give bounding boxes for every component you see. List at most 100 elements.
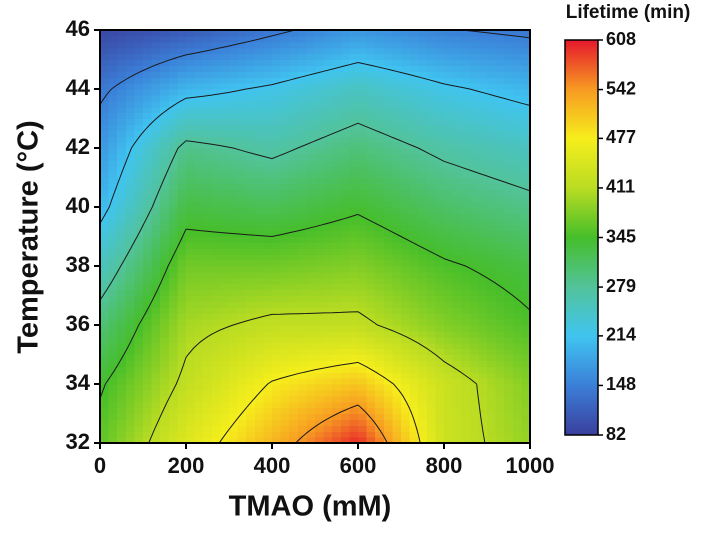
contour-cell	[134, 384, 144, 391]
contour-cell	[186, 407, 196, 415]
contour-cell	[203, 389, 213, 397]
contour-cell	[203, 124, 213, 131]
contour-cell	[349, 389, 359, 397]
contour-cell	[143, 378, 153, 385]
contour-cell	[194, 366, 204, 373]
contour-cell	[125, 236, 135, 243]
contour-cell	[289, 118, 299, 125]
contour-cell	[117, 342, 127, 350]
contour-cell	[512, 100, 522, 108]
contour-cell	[168, 330, 178, 338]
contour-cell	[401, 401, 411, 409]
contour-cell	[323, 100, 333, 108]
contour-cell	[125, 336, 135, 344]
contour-cell	[134, 407, 144, 415]
contour-cell	[237, 295, 247, 302]
contour-cell	[297, 289, 307, 297]
contour-cell	[143, 47, 153, 55]
contour-cell	[444, 148, 454, 155]
contour-cell	[487, 378, 497, 385]
contour-cell	[366, 313, 376, 320]
contour-cell	[160, 425, 170, 432]
contour-cell	[125, 106, 135, 114]
contour-cell	[125, 413, 135, 420]
contour-cell	[254, 425, 264, 432]
contour-cell	[358, 336, 368, 344]
contour-cell	[461, 248, 471, 255]
contour-cell	[495, 142, 505, 149]
contour-cell	[117, 89, 127, 96]
contour-cell	[521, 236, 531, 243]
contour-cell	[246, 83, 256, 90]
contour-cell	[426, 142, 436, 149]
contour-cell	[134, 142, 144, 149]
contour-cell	[409, 313, 419, 320]
contour-cell	[487, 83, 497, 90]
contour-cell	[186, 71, 196, 78]
contour-cell	[194, 35, 204, 43]
contour-cell	[375, 301, 385, 308]
contour-cell	[495, 266, 505, 273]
contour-cell	[246, 94, 256, 102]
contour-cell	[229, 330, 239, 338]
contour-cell	[521, 118, 531, 125]
contour-cell	[246, 35, 256, 43]
contour-cell	[435, 148, 445, 155]
contour-cell	[220, 230, 230, 238]
contour-cell	[512, 407, 522, 415]
contour-cell	[401, 289, 411, 297]
contour-cell	[521, 224, 531, 232]
contour-cell	[461, 224, 471, 232]
contour-cell	[444, 100, 454, 108]
contour-cell	[461, 212, 471, 220]
contour-cell	[401, 59, 411, 66]
contour-cell	[418, 242, 428, 249]
contour-cell	[289, 366, 299, 373]
contour-cell	[323, 330, 333, 338]
contour-cell	[203, 354, 213, 361]
contour-cell	[211, 325, 221, 332]
contour-cell	[211, 301, 221, 308]
contour-cell	[203, 112, 213, 120]
contour-cell	[168, 142, 178, 149]
contour-cell	[297, 35, 307, 43]
contour-cell	[237, 124, 247, 131]
contour-cell	[478, 313, 488, 320]
contour-cell	[143, 348, 153, 356]
x-tick-label: 400	[254, 453, 291, 478]
contour-cell	[272, 218, 282, 226]
contour-cell	[229, 47, 239, 55]
contour-cell	[203, 336, 213, 344]
contour-cell	[125, 77, 135, 84]
contour-cell	[512, 425, 522, 432]
x-tick-label: 800	[426, 453, 463, 478]
contour-cell	[100, 47, 110, 55]
contour-cell	[177, 283, 187, 291]
contour-cell	[332, 94, 342, 102]
contour-cell	[160, 401, 170, 409]
contour-cell	[435, 419, 445, 426]
contour-cell	[306, 112, 316, 120]
contour-cell	[418, 307, 428, 314]
contour-cell	[332, 41, 342, 49]
contour-cell	[444, 201, 454, 208]
contour-cell	[143, 419, 153, 426]
contour-cell	[392, 148, 402, 155]
contour-cell	[254, 289, 264, 297]
contour-cell	[409, 230, 419, 238]
contour-cell	[487, 112, 497, 120]
contour-cell	[254, 124, 264, 131]
contour-cell	[478, 218, 488, 226]
contour-cell	[469, 159, 479, 167]
contour-cell	[280, 289, 290, 297]
contour-cell	[358, 366, 368, 373]
contour-cell	[315, 189, 325, 196]
contour-cell	[263, 94, 273, 102]
contour-cell	[323, 112, 333, 120]
contour-cell	[194, 271, 204, 279]
contour-cell	[151, 413, 161, 420]
contour-cell	[504, 437, 514, 444]
contour-cell	[452, 218, 462, 226]
contour-cell	[392, 230, 402, 238]
contour-cell	[444, 47, 454, 55]
